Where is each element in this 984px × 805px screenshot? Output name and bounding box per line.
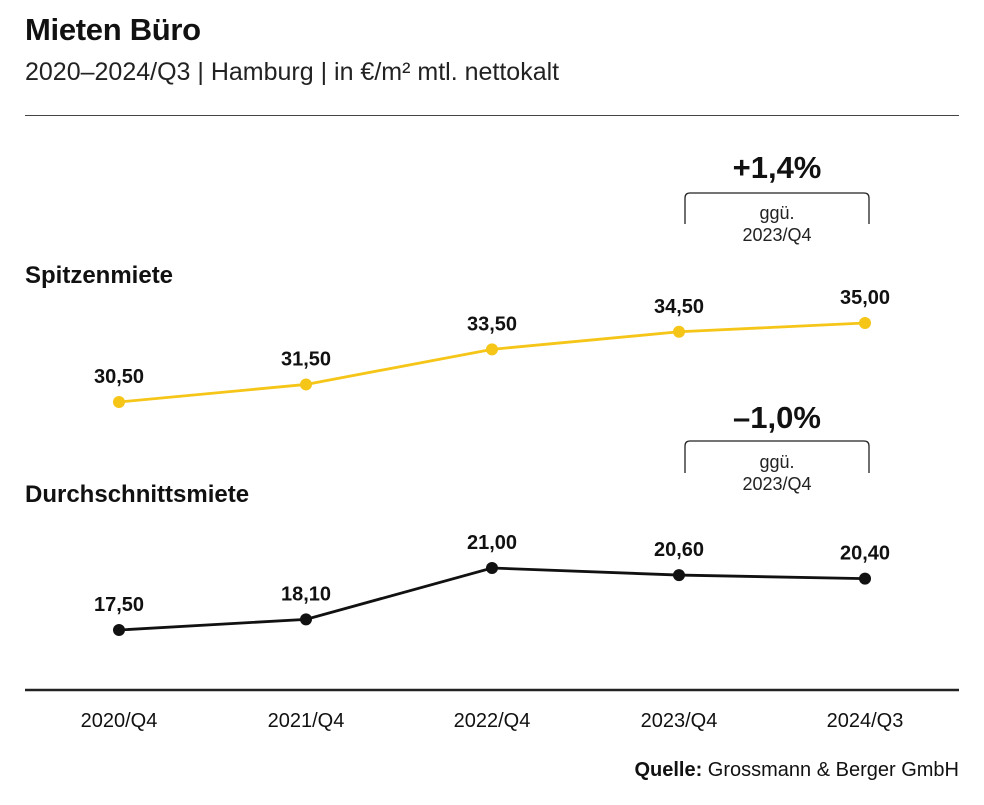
data-point-spitzenmiete bbox=[113, 396, 125, 408]
data-label-durchschnittsmiete: 21,00 bbox=[467, 532, 517, 554]
data-label-durchschnittsmiete: 17,50 bbox=[94, 594, 144, 616]
x-tick-label: 2022/Q4 bbox=[454, 710, 531, 732]
change-durchschnittsmiete: –1,0% bbox=[733, 400, 821, 435]
reference-spitzenmiete: ggü. 2023/Q4 bbox=[684, 202, 870, 246]
reference-durchschnittsmiete: ggü. 2023/Q4 bbox=[684, 451, 870, 495]
source-label: Quelle: bbox=[634, 759, 703, 781]
bracket-spitzenmiete bbox=[684, 192, 870, 224]
source-text: Grossmann & Berger GmbH bbox=[707, 759, 959, 781]
chart-title: Mieten Büro bbox=[25, 12, 201, 47]
reference-spitzenmiete-line1: ggü. bbox=[759, 203, 795, 223]
data-point-spitzenmiete bbox=[486, 343, 498, 356]
data-label-durchschnittsmiete: 20,60 bbox=[654, 539, 704, 561]
data-point-spitzenmiete bbox=[859, 317, 871, 329]
bracket-durchschnittsmiete bbox=[684, 440, 870, 473]
data-label-spitzenmiete: 31,50 bbox=[281, 348, 331, 370]
x-tick-label: 2024/Q3 bbox=[827, 710, 904, 732]
data-label-durchschnittsmiete: 18,10 bbox=[281, 583, 331, 605]
x-tick-label: 2021/Q4 bbox=[268, 710, 345, 732]
data-point-durchschnittsmiete bbox=[300, 613, 312, 626]
data-point-spitzenmiete bbox=[300, 378, 312, 391]
data-label-spitzenmiete: 35,00 bbox=[840, 287, 890, 309]
series-line-durchschnittsmiete bbox=[118, 566, 866, 632]
change-spitzenmiete: +1,4% bbox=[732, 150, 822, 185]
series-label-durchschnittsmiete: Durchschnittsmiete bbox=[25, 481, 250, 508]
header-divider bbox=[25, 115, 959, 116]
data-point-spitzenmiete bbox=[673, 325, 685, 338]
data-label-durchschnittsmiete: 20,40 bbox=[840, 543, 890, 565]
source-note: Quelle: Grossmann & Berger GmbH bbox=[634, 759, 959, 782]
tick-layer: 2020/Q4 2021/Q4 2022/Q4 2023/Q4 2024/Q3 bbox=[81, 710, 904, 732]
x-tick-label: 2023/Q4 bbox=[641, 710, 718, 732]
series-label-spitzenmiete: Spitzenmiete bbox=[25, 262, 174, 289]
reference-durchschnittsmiete-line1: ggü. bbox=[759, 452, 795, 472]
data-point-durchschnittsmiete bbox=[673, 569, 685, 582]
data-label-spitzenmiete: 30,50 bbox=[94, 366, 144, 388]
reference-durchschnittsmiete-line2: 2023/Q4 bbox=[742, 474, 812, 494]
data-label-spitzenmiete: 34,50 bbox=[654, 296, 704, 318]
series-layer: 30,50 31,50 33,50 34,50 35,00 17,50 18,10 21,00… bbox=[94, 287, 890, 636]
data-point-durchschnittsmiete bbox=[486, 562, 498, 574]
chart-subtitle: 2020–2024/Q3 | Hamburg | in €/m² mtl. ne… bbox=[25, 58, 560, 86]
data-label-spitzenmiete: 33,50 bbox=[467, 313, 517, 335]
reference-spitzenmiete-line2: 2023/Q4 bbox=[742, 225, 812, 245]
x-tick-label: 2020/Q4 bbox=[81, 710, 158, 732]
data-point-durchschnittsmiete bbox=[859, 572, 871, 585]
data-point-durchschnittsmiete bbox=[113, 624, 125, 636]
